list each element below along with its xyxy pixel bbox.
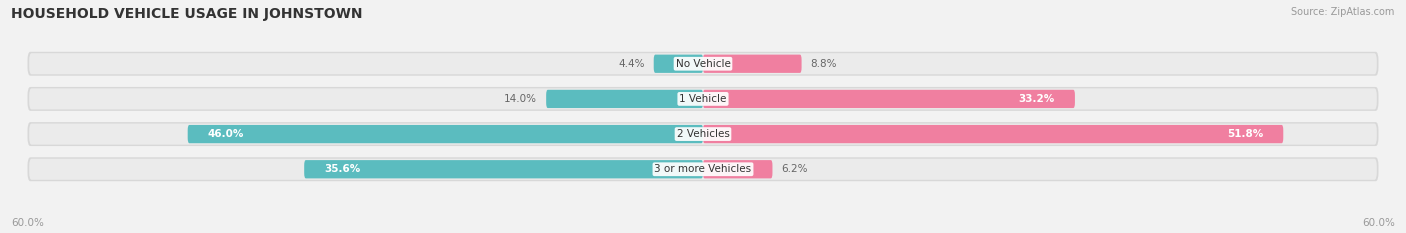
Text: No Vehicle: No Vehicle: [675, 59, 731, 69]
FancyBboxPatch shape: [30, 88, 1376, 110]
Text: HOUSEHOLD VEHICLE USAGE IN JOHNSTOWN: HOUSEHOLD VEHICLE USAGE IN JOHNSTOWN: [11, 7, 363, 21]
Text: 3 or more Vehicles: 3 or more Vehicles: [654, 164, 752, 174]
FancyBboxPatch shape: [304, 160, 703, 178]
FancyBboxPatch shape: [30, 159, 1376, 180]
FancyBboxPatch shape: [703, 90, 1076, 108]
Text: 6.2%: 6.2%: [782, 164, 808, 174]
Text: 2 Vehicles: 2 Vehicles: [676, 129, 730, 139]
Text: 8.8%: 8.8%: [810, 59, 837, 69]
FancyBboxPatch shape: [187, 125, 703, 143]
Text: 60.0%: 60.0%: [1362, 218, 1395, 228]
FancyBboxPatch shape: [703, 55, 801, 73]
Text: 4.4%: 4.4%: [619, 59, 645, 69]
Text: 51.8%: 51.8%: [1227, 129, 1263, 139]
FancyBboxPatch shape: [654, 55, 703, 73]
Text: Source: ZipAtlas.com: Source: ZipAtlas.com: [1291, 7, 1395, 17]
Text: 35.6%: 35.6%: [325, 164, 360, 174]
Text: 46.0%: 46.0%: [208, 129, 245, 139]
FancyBboxPatch shape: [546, 90, 703, 108]
FancyBboxPatch shape: [703, 125, 1284, 143]
FancyBboxPatch shape: [28, 52, 1378, 76]
FancyBboxPatch shape: [28, 122, 1378, 146]
FancyBboxPatch shape: [28, 157, 1378, 181]
Text: 1 Vehicle: 1 Vehicle: [679, 94, 727, 104]
FancyBboxPatch shape: [30, 53, 1376, 74]
FancyBboxPatch shape: [28, 87, 1378, 111]
FancyBboxPatch shape: [30, 123, 1376, 145]
Text: 60.0%: 60.0%: [11, 218, 44, 228]
FancyBboxPatch shape: [703, 160, 772, 178]
Text: 33.2%: 33.2%: [1018, 94, 1054, 104]
Text: 14.0%: 14.0%: [505, 94, 537, 104]
